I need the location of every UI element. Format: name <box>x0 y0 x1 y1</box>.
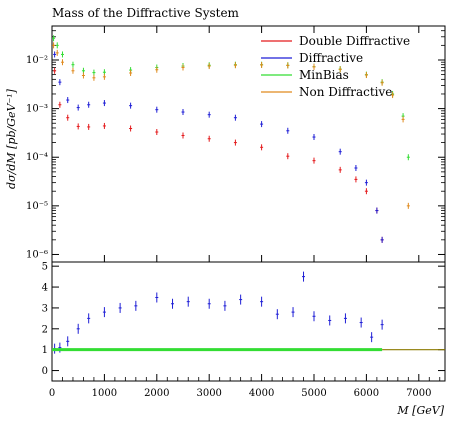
bottom-series-layer <box>52 271 445 354</box>
bottom-y-tick-label: 3 <box>42 303 48 314</box>
bottom-x-tick-label: 5000 <box>301 388 326 399</box>
legend-label-non-diffractive: Non Diffractive <box>299 85 392 99</box>
bottom-y-tick-label: 5 <box>42 262 48 273</box>
bottom-ticks: 0 1 2 3 4 5 0 1000 2000 3000 4000 5000 6000 7000 <box>42 262 445 399</box>
legend-label-minbias: MinBias <box>299 68 349 82</box>
top-y-tick-label: 10⁻⁵ <box>26 201 48 212</box>
top-y-tick-label: 10⁻² <box>26 55 48 66</box>
top-y-axis-label: dσ/dM [pb/GeV⁻¹] <box>5 88 18 189</box>
top-series-layer <box>52 35 410 243</box>
bottom-x-tick-label: 1000 <box>92 388 117 399</box>
bottom-y-tick-label: 2 <box>42 324 48 335</box>
x-axis-label: M [GeV] <box>396 404 444 417</box>
bottom-x-tick-label: 7000 <box>406 388 431 399</box>
top-y-ticks: 10⁻⁶ 10⁻⁵ 10⁻⁴ 10⁻³ 10⁻² <box>26 25 445 262</box>
bottom-x-tick-label: 0 <box>49 388 55 399</box>
top-y-tick-label: 10⁻⁴ <box>26 152 48 163</box>
bottom-x-tick-label: 3000 <box>196 388 221 399</box>
bottom-x-tick-label: 2000 <box>144 388 169 399</box>
legend-label-double-diffractive: Double Diffractive <box>299 34 410 48</box>
top-y-tick-label: 10⁻³ <box>26 104 48 115</box>
bottom-y-tick-label: 1 <box>42 345 48 356</box>
bottom-x-tick-label: 4000 <box>249 388 274 399</box>
bottom-plot-frame <box>51 261 446 382</box>
bottom-y-tick-label: 0 <box>42 366 48 377</box>
bottom-x-tick-label: 6000 <box>354 388 379 399</box>
top-y-tick-label: 10⁻⁶ <box>26 249 48 260</box>
top-plot-frame <box>51 25 446 263</box>
chart-title: Mass of the Diffractive System <box>52 6 240 20</box>
bottom-y-tick-label: 4 <box>42 283 48 294</box>
legend-label-diffractive: Diffractive <box>299 51 363 65</box>
legend: Double Diffractive Diffractive MinBias N… <box>261 34 410 99</box>
